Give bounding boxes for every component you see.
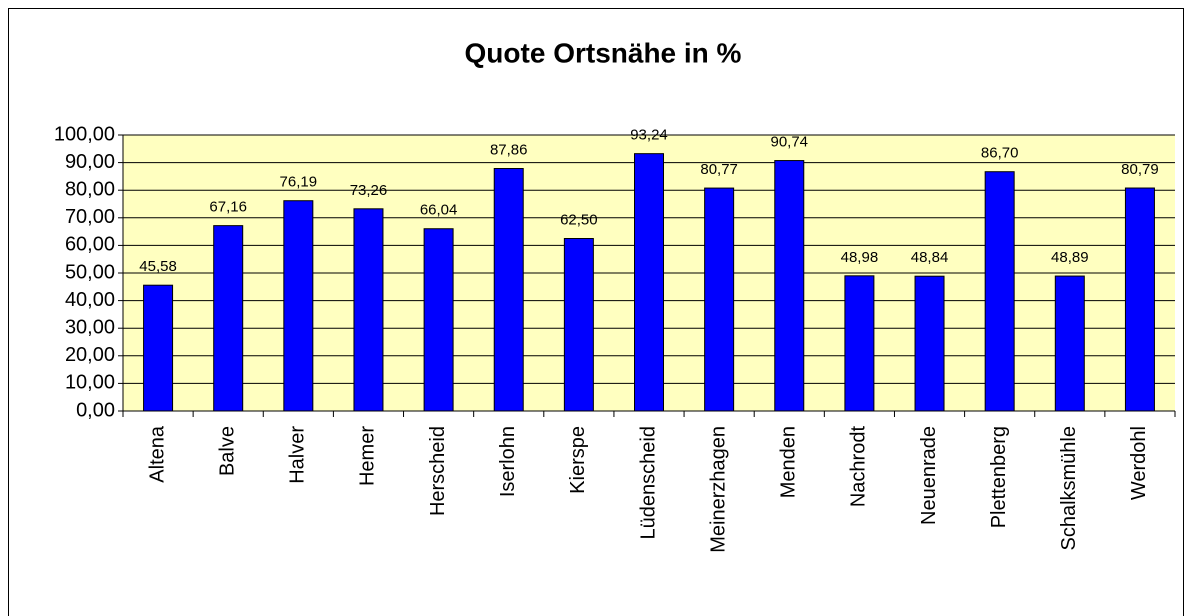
bar [353,208,384,412]
x-tick-label: Meinerzhagen [707,426,729,553]
bar [914,275,945,412]
y-tick-label: 60,00 [65,234,115,256]
x-tick-label: Herscheid [427,426,449,516]
bar [213,225,244,412]
data-label: 48,89 [1051,249,1089,266]
data-label: 73,26 [350,182,388,199]
bar [704,187,735,412]
data-label: 80,79 [1121,161,1159,178]
y-tick-label: 80,00 [65,178,115,200]
x-tick-label: Menden [778,426,800,498]
bar [774,160,805,412]
data-label: 76,19 [280,174,318,191]
y-tick-label: 30,00 [65,316,115,338]
y-tick-label: 40,00 [65,289,115,311]
x-tick-label: Balve [216,426,238,476]
data-label: 48,98 [841,249,879,266]
bar [423,228,454,412]
data-label: 48,84 [911,249,949,266]
data-label: 66,04 [420,202,458,219]
bar [563,238,594,412]
x-tick-label: Neuenrade [918,426,940,525]
data-label: 86,70 [981,145,1019,162]
bar [1124,187,1155,412]
y-tick-label: 50,00 [65,261,115,283]
chart-title: Quote Ortsnähe in % [465,37,742,68]
y-tick-label: 20,00 [65,344,115,366]
y-tick-label: 70,00 [65,206,115,228]
x-tick-label: Nachrodt [848,426,870,508]
bar [844,275,875,412]
x-tick-label: Altena [146,425,168,483]
bar [143,284,174,412]
x-tick-label: Plettenberg [988,426,1010,528]
y-tick-label: 10,00 [65,372,115,394]
bar [283,200,314,412]
data-label: 45,58 [139,258,177,275]
data-label: 93,24 [630,127,668,144]
y-tick-label: 90,00 [65,151,115,173]
x-tick-label: Halver [287,426,309,484]
x-tick-label: Iserlohn [497,426,519,497]
x-tick-label: Lüdenscheid [637,426,659,539]
x-tick-label: Schalksmühle [1058,426,1080,551]
bar [493,168,524,412]
x-tick-label: Werdohl [1128,426,1150,500]
data-label: 90,74 [770,134,808,151]
y-tick-label: 100,00 [54,123,115,145]
data-label: 80,77 [700,161,738,178]
data-label: 67,16 [209,199,247,216]
data-label: 62,50 [560,211,598,228]
bar [984,171,1015,412]
bar [1054,275,1085,412]
y-tick-label: 0,00 [76,399,115,421]
bar [634,153,664,412]
x-tick-label: Kierspe [567,426,589,494]
data-label: 87,86 [490,141,528,158]
x-tick-label: Hemer [357,426,379,486]
